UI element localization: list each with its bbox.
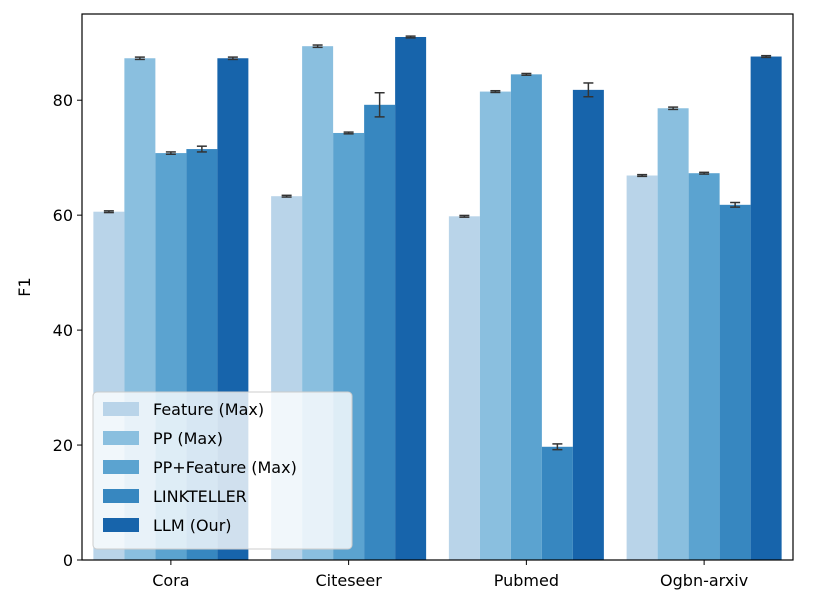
legend-swatch xyxy=(103,402,139,416)
plot-frame xyxy=(81,13,794,561)
legend-swatch xyxy=(103,489,139,503)
bar-ogbn-arxiv-3 xyxy=(688,173,720,561)
errorbar xyxy=(583,82,594,98)
bar-ogbn-arxiv-4 xyxy=(719,204,751,561)
legend-label: Feature (Max) xyxy=(153,400,264,419)
errorbar xyxy=(730,201,741,208)
errorbar xyxy=(405,35,416,39)
errorbar xyxy=(552,443,563,451)
bar-ogbn-arxiv-1 xyxy=(626,175,658,561)
legend-box xyxy=(92,391,353,550)
x-tick-label: Citeseer xyxy=(315,571,382,590)
errorbars-layer xyxy=(103,35,772,451)
bar-pubmed-2 xyxy=(479,91,511,560)
errorbar xyxy=(490,89,501,94)
bar-citeseer-5 xyxy=(395,36,427,560)
y-tick-label: 60 xyxy=(53,206,73,225)
legend-label: PP (Max) xyxy=(153,429,223,448)
bar-ogbn-arxiv-5 xyxy=(750,56,782,561)
errorbar xyxy=(637,173,648,178)
x-tick-label: Cora xyxy=(152,571,189,590)
legend-swatch xyxy=(103,460,139,474)
legend-swatch xyxy=(103,431,139,445)
bar-pubmed-3 xyxy=(510,74,542,561)
bar-citeseer-4 xyxy=(364,104,396,561)
errorbar xyxy=(459,214,470,218)
x-axis: Cora Citeseer Pubmed Ogbn-arxiv xyxy=(152,560,748,590)
y-tick-label: 0 xyxy=(63,551,73,570)
y-axis-label: F1 xyxy=(15,277,34,296)
errorbar xyxy=(521,72,532,76)
legend: Feature (Max) PP (Max) PP+Feature (Max) LIN… xyxy=(92,391,353,550)
legend-label: LINKTELLER xyxy=(153,487,247,506)
bar-pubmed-5 xyxy=(572,89,604,560)
errorbar xyxy=(374,91,385,118)
x-tick-label: Pubmed xyxy=(494,571,559,590)
errorbar xyxy=(196,145,207,153)
errorbar xyxy=(668,106,679,111)
legend-label: LLM (Our) xyxy=(153,516,232,535)
bar-ogbn-arxiv-2 xyxy=(657,108,689,561)
y-tick-label: 40 xyxy=(53,321,73,340)
bar-pubmed-1 xyxy=(448,216,480,560)
errorbar xyxy=(281,194,292,198)
errorbar xyxy=(134,56,145,61)
legend-swatch xyxy=(103,518,139,532)
errorbar xyxy=(165,151,176,155)
errorbar xyxy=(343,131,354,135)
y-tick-label: 20 xyxy=(53,436,73,455)
errorbar xyxy=(103,210,114,214)
errorbar xyxy=(699,171,710,175)
errorbar xyxy=(761,54,772,59)
errorbar xyxy=(312,44,323,49)
legend-label: PP+Feature (Max) xyxy=(153,458,297,477)
y-tick-label: 80 xyxy=(53,91,73,110)
y-axis: 0 20 40 60 80 xyxy=(53,91,82,570)
x-tick-label: Ogbn-arxiv xyxy=(660,571,748,590)
bar-pubmed-4 xyxy=(541,446,573,560)
errorbar xyxy=(227,56,238,61)
